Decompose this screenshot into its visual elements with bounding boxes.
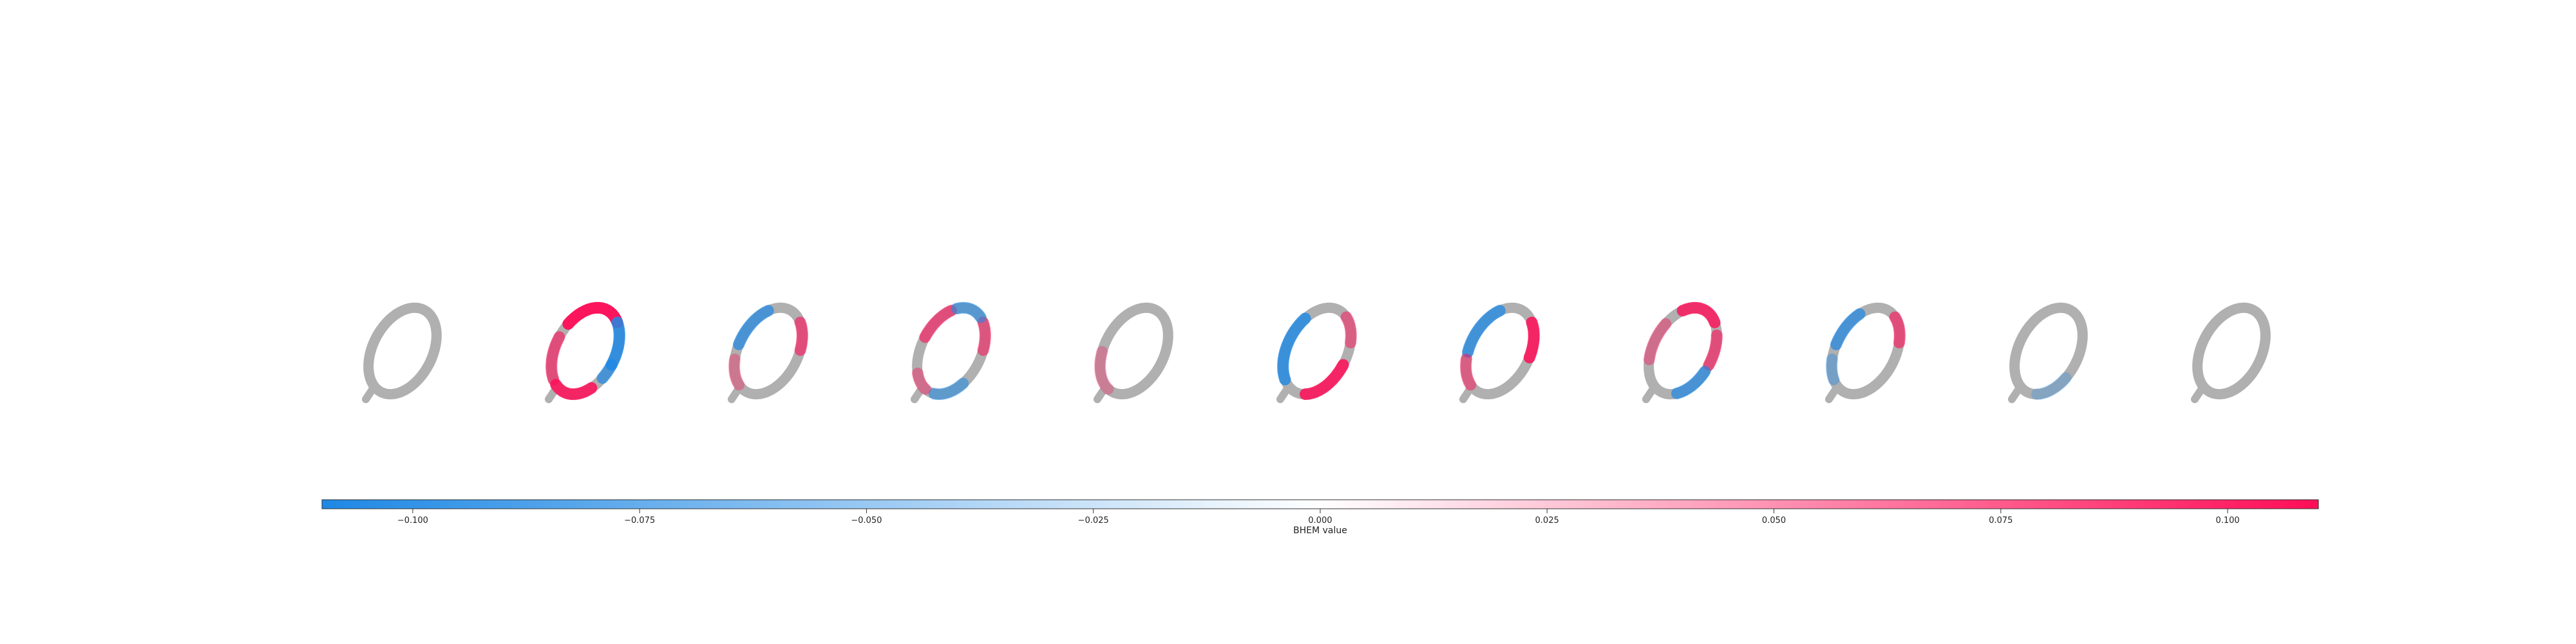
digit-image (1094, 302, 1173, 403)
positive-attribution (1703, 329, 1723, 371)
positive-attribution (919, 305, 957, 343)
digit-stroke-tail (1276, 386, 1291, 403)
negative-attribution (1671, 366, 1711, 399)
digit-image (1825, 302, 1906, 403)
digit-image (728, 302, 808, 403)
positive-attribution (1340, 311, 1357, 348)
positive-attribution (562, 301, 623, 330)
digit-stroke (2192, 302, 2271, 400)
positive-attribution (1676, 301, 1721, 328)
colorbar-tick-label: −0.075 (624, 516, 655, 526)
colorbar-tick-label: 0.100 (2215, 516, 2239, 526)
digit-panel (902, 293, 1001, 409)
digit-stroke-tail (1825, 386, 1839, 403)
digit-panel (536, 293, 635, 409)
digit-stroke-tail (1459, 386, 1473, 403)
digit-stroke-tail (2008, 386, 2022, 403)
digit-stroke (2009, 302, 2088, 400)
digit-stroke-tail (2191, 386, 2205, 403)
positive-attribution (550, 379, 598, 401)
digit-image (545, 301, 625, 403)
negative-attribution (928, 377, 969, 401)
digit-stroke-tail (1094, 386, 1108, 403)
colorbar-tick-label: −0.100 (397, 516, 428, 526)
negative-attribution (2031, 372, 2072, 401)
digit-panel (353, 293, 452, 409)
colorbar-tick-label: 0.050 (1762, 516, 1786, 526)
positive-attribution (977, 316, 991, 356)
digit-image (362, 302, 442, 403)
colorbar-axis-label: BHEM value (1293, 526, 1347, 536)
digit-image (1459, 302, 1540, 403)
digit-image (911, 301, 991, 403)
digit-panel (1267, 293, 1367, 409)
positive-attribution (1300, 359, 1349, 401)
digit-panel (1450, 293, 1549, 409)
negative-attribution (1826, 354, 1840, 386)
positive-attribution (728, 354, 745, 391)
negative-attribution (733, 305, 774, 350)
colorbar-tick-label: −0.050 (851, 516, 882, 526)
digit-stroke-tail (911, 386, 925, 403)
negative-attribution (605, 316, 625, 371)
colorbar-tick-label: −0.025 (1078, 516, 1109, 526)
colorbar-gradient (321, 499, 2319, 509)
negative-attribution (1462, 305, 1506, 358)
digit-image (1642, 301, 1723, 403)
negative-attribution (596, 359, 618, 384)
digit-panel (719, 293, 818, 409)
negative-attribution (951, 301, 987, 323)
digit-stroke (363, 302, 442, 400)
positive-attribution (1460, 354, 1477, 391)
positive-attribution (545, 331, 565, 386)
digit-stroke-tail (362, 386, 376, 403)
digit-panel (1999, 293, 2098, 409)
digit-panel (1084, 293, 1184, 409)
positive-attribution (912, 367, 931, 395)
digit-image (2008, 302, 2088, 403)
digit-panel (1633, 293, 1732, 409)
digit-stroke-tail (728, 386, 742, 403)
colorbar-tick-label: 0.000 (1308, 516, 1332, 526)
positive-attribution (794, 316, 808, 356)
digit-stroke (1095, 302, 1173, 400)
colorbar-tick-label: 0.075 (1989, 516, 2012, 526)
positive-attribution (1523, 316, 1540, 364)
colorbar-tick-label: 0.025 (1535, 516, 1559, 526)
positive-attribution (1643, 318, 1672, 366)
digit-image (2191, 302, 2271, 403)
digit-panel (2182, 293, 2281, 409)
colorbar-ticks: −0.100 −0.075 −0.050 −0.025 0.000 0.025 0.050 0… (397, 509, 2240, 526)
positive-attribution (1889, 311, 1906, 348)
digit-image (1276, 302, 1357, 403)
digit-panel (1816, 293, 1915, 409)
positive-attribution (1094, 346, 1114, 395)
negative-attribution (1277, 312, 1311, 386)
negative-attribution (1830, 308, 1866, 350)
digit-stroke-tail (1642, 386, 1656, 403)
